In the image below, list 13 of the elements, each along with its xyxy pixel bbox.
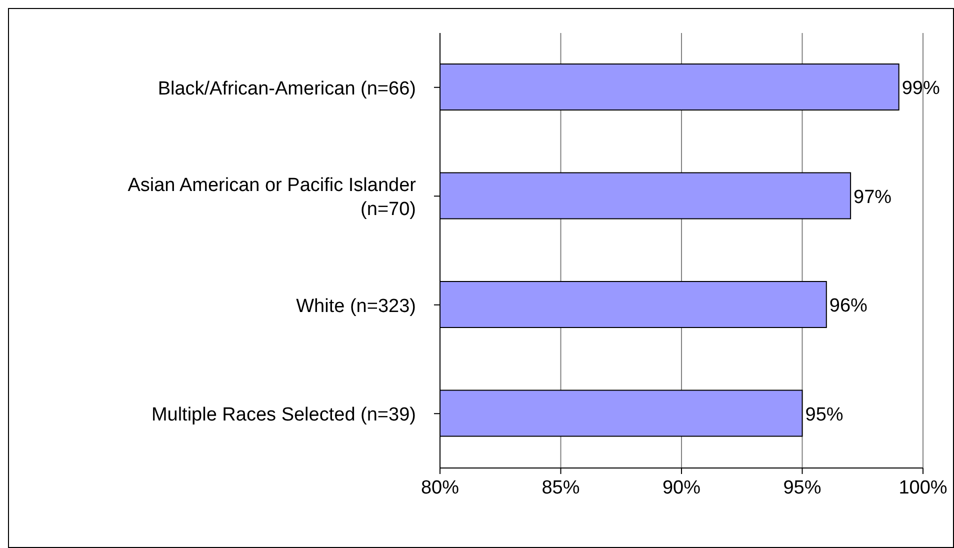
data-label: 99% [902,78,940,99]
x-tick-label: 100% [898,477,948,498]
x-tick-label: 85% [542,477,580,498]
data-label: 96% [829,296,868,316]
y-tick-label: White (n=323) [296,296,416,317]
x-tick-label: 90% [662,477,701,498]
x-tick-label: 95% [783,477,822,498]
data-label: 97% [854,186,892,208]
y-tick-label: Black/African-American (n=66) [158,78,416,100]
y-tick-label: Multiple Races Selected (n=39) [151,404,416,426]
x-tick-label: 80% [420,477,460,498]
y-tick-label: Asian American or Pacific Islander (n=70) [128,175,417,220]
data-label: 95% [805,404,844,426]
